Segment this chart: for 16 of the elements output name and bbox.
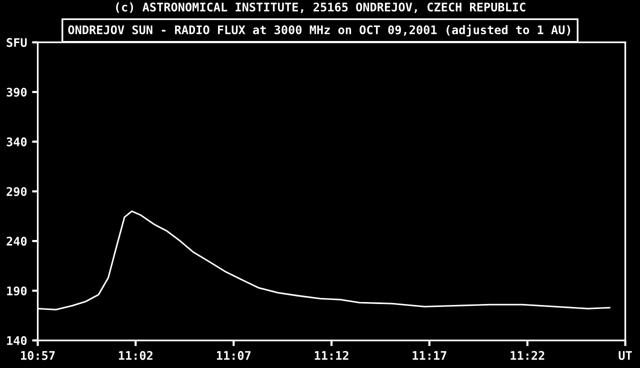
x-tick-label: 11:22	[510, 351, 544, 360]
x-tick-label: 10:57	[21, 351, 55, 360]
x-tick-label: 11:12	[314, 351, 348, 360]
x-tick-label: 11:02	[118, 351, 152, 360]
y-tick-label: 140	[7, 336, 27, 346]
y-tick-label: SFU	[6, 38, 27, 47]
y-tick-label: 340	[6, 137, 27, 146]
x-tick-label: UT	[618, 351, 632, 360]
x-tick-label: 11:07	[216, 351, 251, 360]
y-tick-label: 240	[6, 236, 27, 246]
y-tick-label: 290	[6, 187, 27, 196]
y-tick-label: 390	[6, 88, 27, 97]
chart-title: ONDREJOV SUN - RADIO FLUX at 3000 MHz on OCT 09,2001 (adjusted to 1 AU)	[68, 24, 570, 37]
x-tick-label: 11:17	[412, 351, 446, 360]
text: (c) ASTRONOMICAL INSTITUTE, 25165 ONDREJOV, CZECH REPUBLIC	[116, 2, 526, 14]
y-tick-label: 190	[7, 286, 27, 296]
